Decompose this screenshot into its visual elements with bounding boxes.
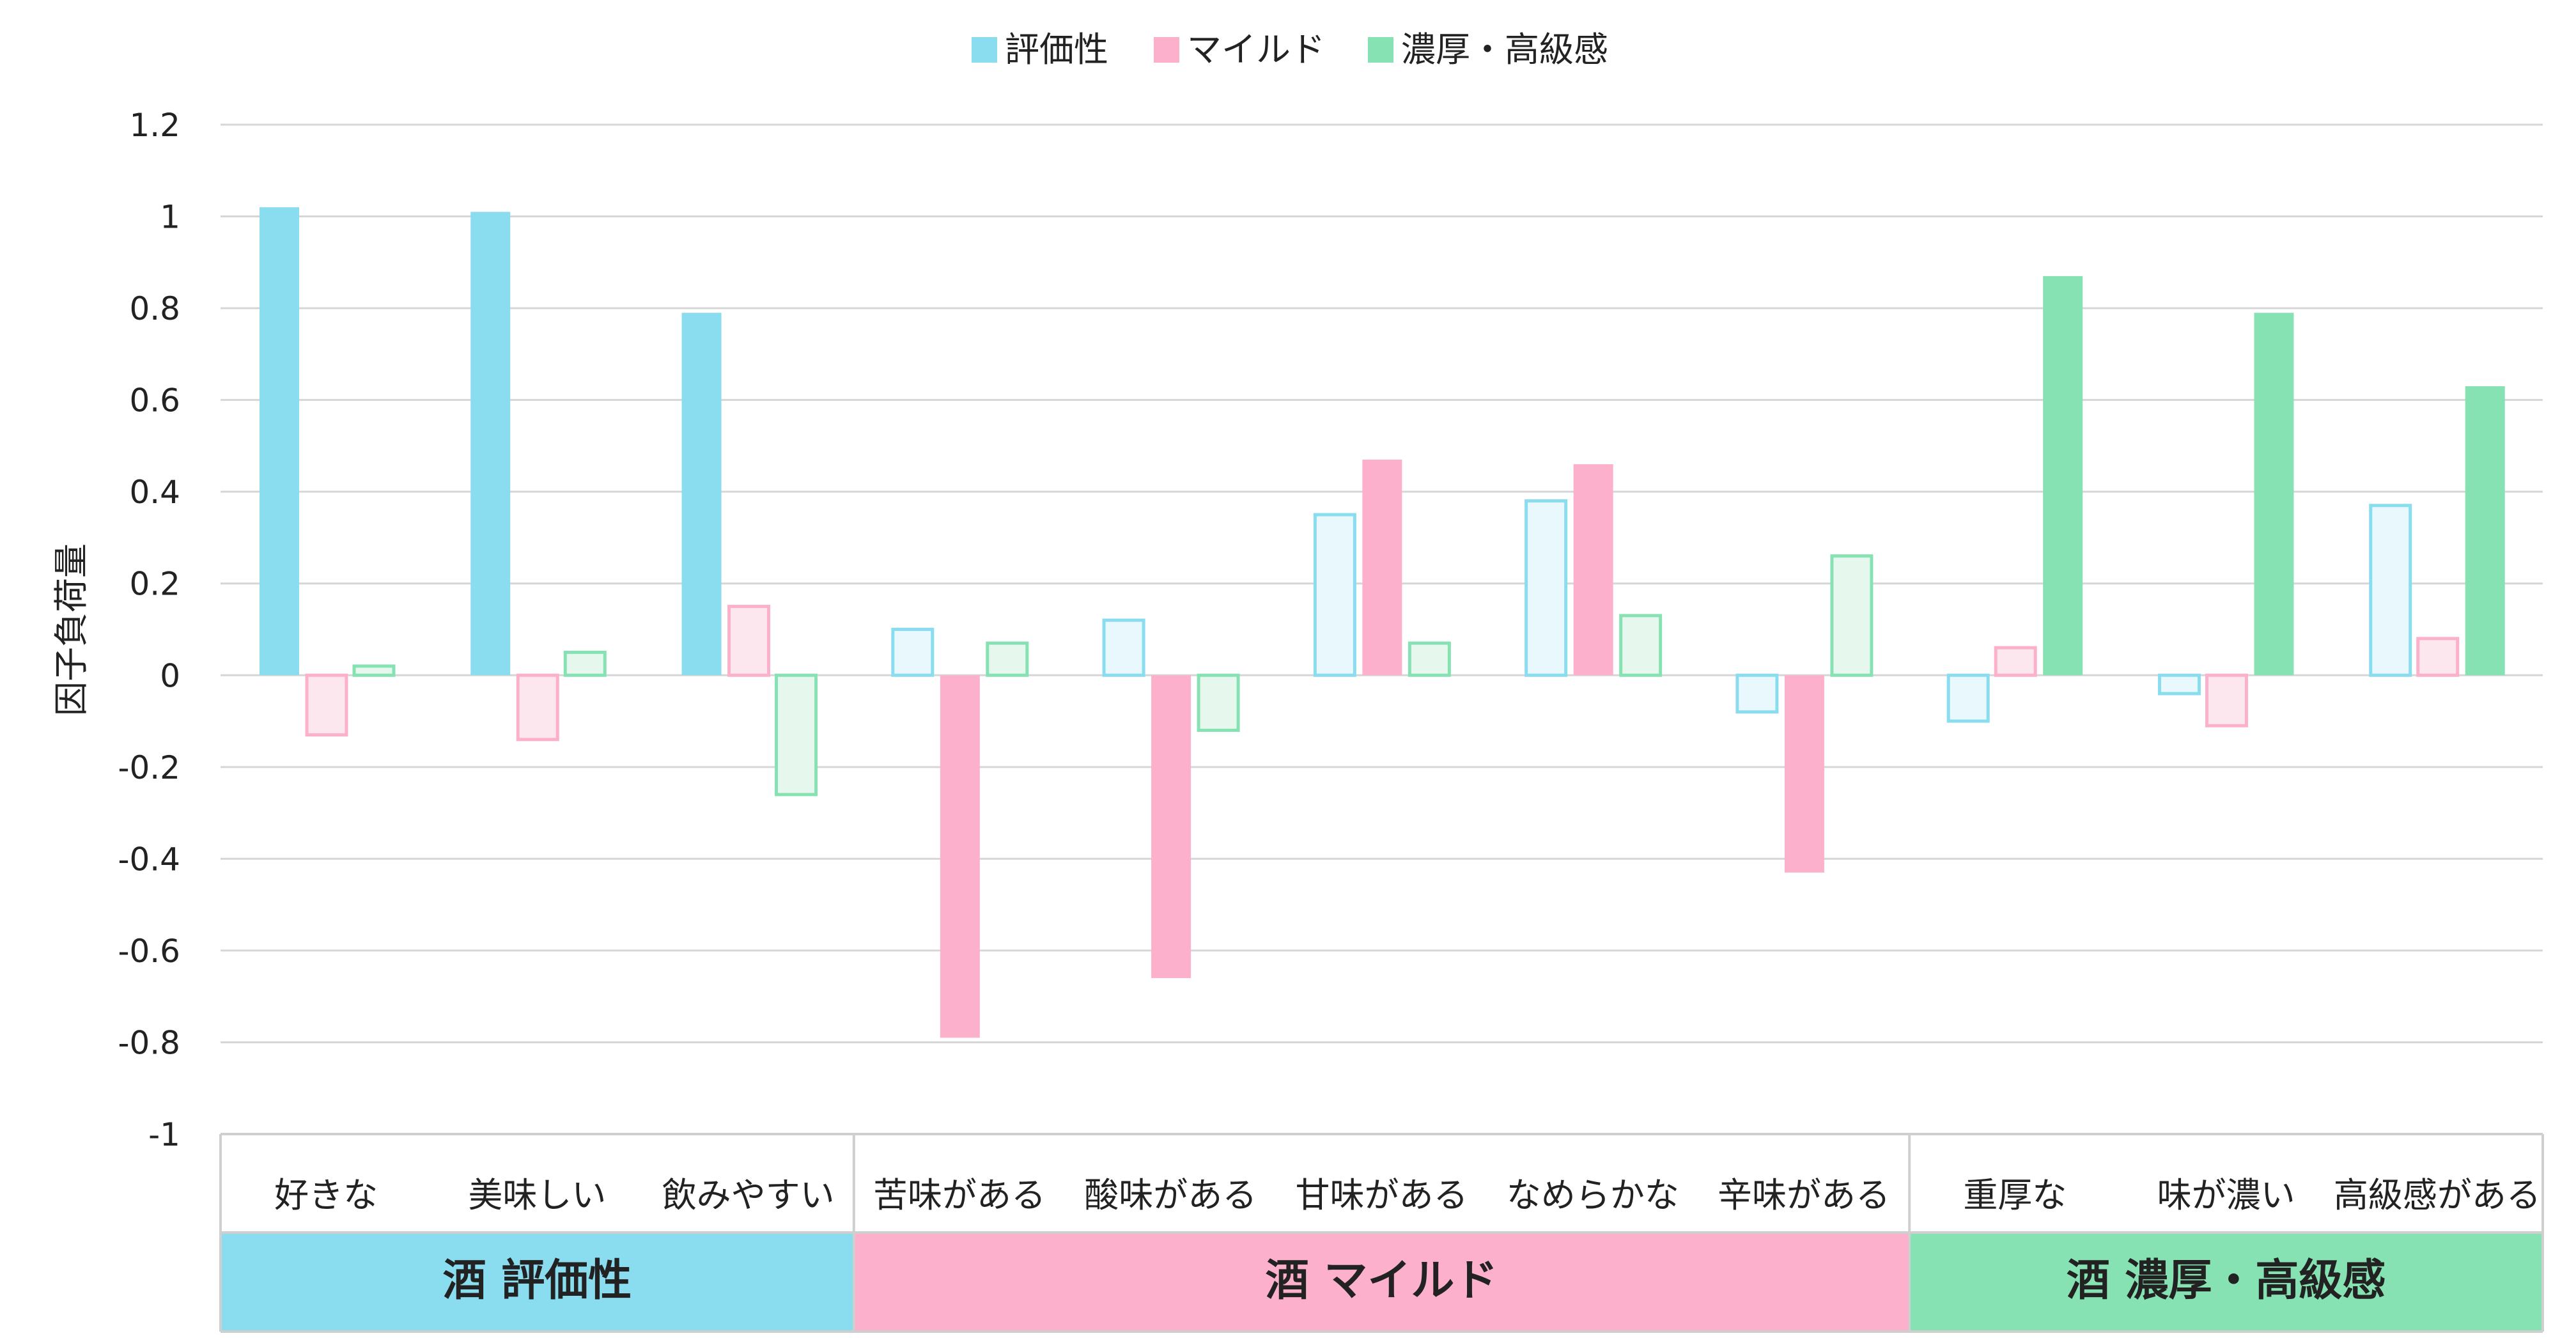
- category-label: 甘味がある: [1296, 1175, 1468, 1215]
- bar: [1994, 646, 2037, 677]
- bars: [260, 207, 2505, 1038]
- category-label: 美味しい: [468, 1175, 606, 1215]
- bar: [727, 605, 771, 677]
- bar: [2254, 313, 2294, 676]
- group-band: [853, 1233, 1910, 1332]
- bar: [1102, 618, 1145, 677]
- bar: [891, 628, 935, 677]
- category-label: 味が濃い: [2157, 1175, 2295, 1215]
- group-band: [1909, 1233, 2543, 1332]
- category-label: 重厚な: [1963, 1175, 2067, 1215]
- category-table: 酒 評価性 酒 マイルド 酒 濃厚・高級感 好きな 美味しい 飲みやすい 苦味がある 酸味があ…: [219, 1133, 2544, 1333]
- category-label: 辛味がある: [1718, 1175, 1890, 1215]
- bar: [1784, 675, 1824, 873]
- bar: [775, 673, 818, 797]
- bar: [2205, 673, 2248, 727]
- y-tick-label: 0.4: [129, 474, 180, 511]
- legend-label: マイルド: [1187, 29, 1325, 70]
- bar: [1151, 675, 1191, 978]
- bar: [516, 673, 559, 742]
- legend: 評価性 マイルド 濃厚・高級感: [972, 29, 1608, 70]
- y-tick-label: 1: [160, 199, 180, 236]
- bar: [2043, 276, 2083, 676]
- category-label: 苦味がある: [873, 1175, 1046, 1215]
- y-tick-labels: 1.2 1 0.8 0.6 0.4 0.2 0 -0.2 -0.4 -0.6 -0.8 -1: [118, 107, 180, 1153]
- category-label: 酸味がある: [1084, 1175, 1257, 1215]
- bar: [1197, 673, 1240, 732]
- bar: [681, 313, 722, 676]
- group-label: 酒 評価性: [443, 1256, 632, 1306]
- legend-label: 濃厚・高級感: [1401, 29, 1608, 70]
- bar: [1735, 673, 1779, 714]
- bar: [986, 641, 1029, 677]
- y-axis-label: 因子負荷量: [51, 543, 91, 716]
- group-label: 酒 濃厚・高級感: [2067, 1256, 2386, 1306]
- bar: [2369, 504, 2412, 677]
- bar: [940, 675, 980, 1038]
- y-tick-label: 0.2: [129, 566, 180, 603]
- y-tick-label: -0.4: [118, 841, 180, 878]
- y-tick-label: -0.8: [118, 1024, 180, 1061]
- bar: [1525, 499, 1568, 677]
- bar: [2465, 386, 2505, 676]
- bar: [2416, 637, 2460, 677]
- y-tick-label: 0.8: [129, 290, 180, 327]
- category-label: なめらかな: [1507, 1175, 1679, 1215]
- category-label: 高級感がある: [2334, 1175, 2541, 1215]
- bar: [1573, 464, 1613, 676]
- bar: [1619, 614, 1663, 677]
- y-tick-label: -1: [148, 1116, 180, 1153]
- bar: [2157, 673, 2201, 696]
- legend-swatch: [972, 37, 997, 63]
- bar: [1830, 554, 1874, 677]
- bar: [470, 212, 511, 676]
- bar: [352, 664, 396, 677]
- legend-swatch: [1154, 37, 1179, 63]
- bar: [1946, 673, 1990, 723]
- y-tick-label: 0: [160, 657, 180, 694]
- category-label: 飲みやすい: [662, 1175, 835, 1215]
- bar: [1313, 513, 1356, 677]
- group-band: [221, 1233, 854, 1332]
- bar: [1362, 459, 1402, 676]
- bar: [1408, 641, 1451, 677]
- bar: [563, 650, 607, 677]
- y-tick-label: 1.2: [129, 107, 180, 144]
- y-tick-label: -0.6: [118, 933, 180, 970]
- y-tick-label: 0.6: [129, 382, 180, 419]
- bar: [305, 673, 348, 737]
- category-label: 好きな: [274, 1175, 378, 1215]
- legend-swatch: [1368, 37, 1393, 63]
- bar: [260, 207, 299, 676]
- legend-label: 評価性: [1005, 29, 1108, 70]
- group-label: 酒 マイルド: [1266, 1256, 1498, 1306]
- y-tick-label: -0.2: [118, 749, 180, 786]
